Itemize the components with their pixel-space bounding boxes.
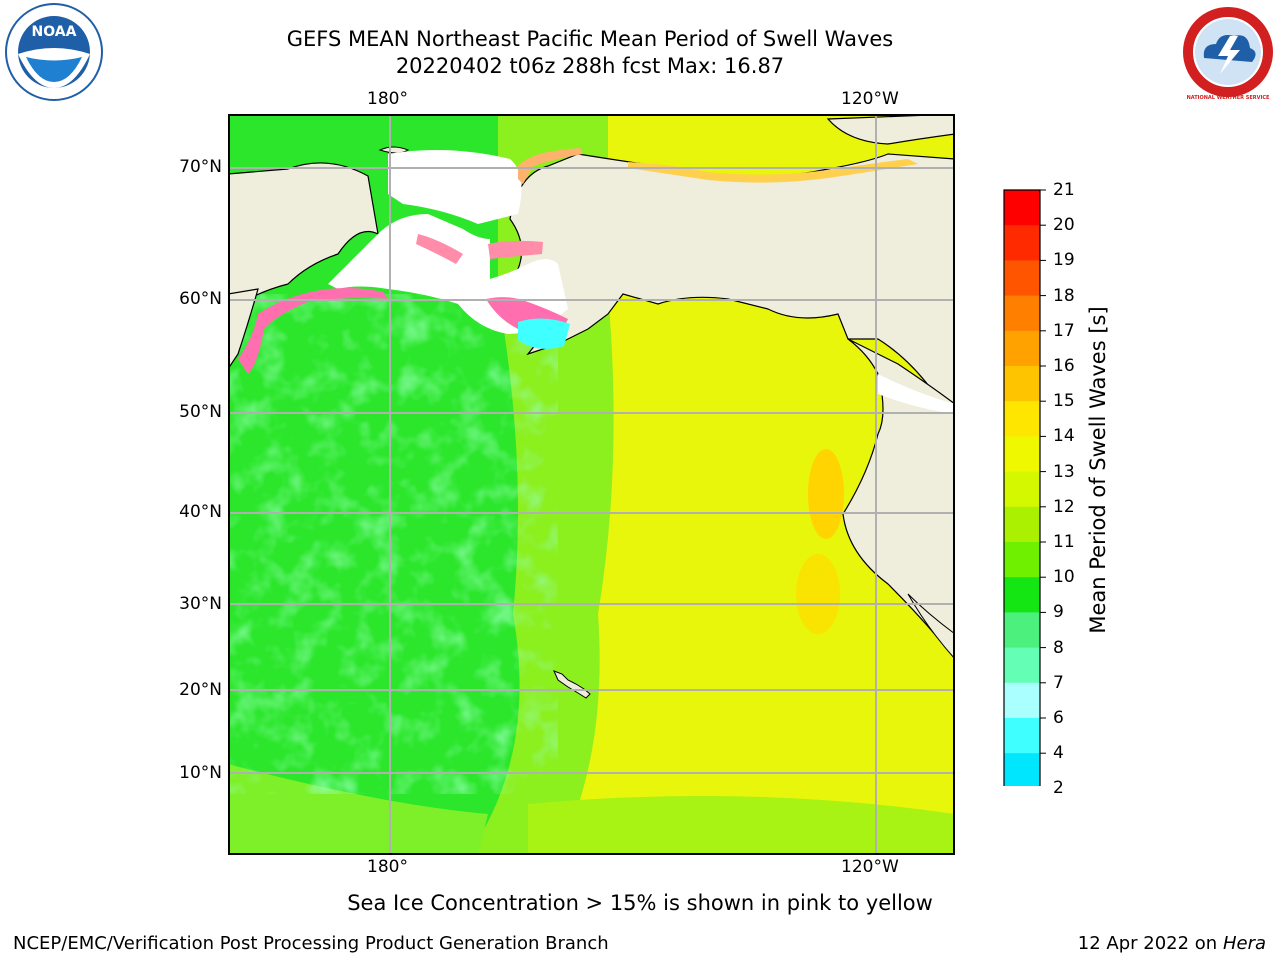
colorbar-segment (1004, 225, 1040, 261)
colorbar-segment (1004, 647, 1040, 684)
colorbar-tick-label: 17 (1053, 320, 1075, 341)
lat-label-10n: 10°N (179, 763, 222, 783)
colorbar-tick-label: 15 (1053, 391, 1075, 412)
top-lon-label-120w: 120°W (841, 89, 899, 109)
map-subtitle: 20220402 t06z 288h fcst Max: 16.87 (395, 54, 785, 78)
noaa-logo-text: NOAA (32, 24, 77, 40)
colorbar-tick-label: 10 (1053, 567, 1075, 588)
colorbar-segment (1004, 506, 1040, 543)
lat-label-40n: 40°N (179, 502, 222, 522)
land-hawaii (553, 670, 591, 699)
noaa-logo: NOAA (5, 3, 103, 101)
ocean-field-orange-patch-2 (796, 554, 840, 634)
land-arctic-islands (826, 114, 955, 145)
colorbar-segment (1004, 190, 1040, 226)
lat-label-70n: 70°N (179, 157, 222, 177)
footer-date-text: 12 Apr 2022 on (1077, 933, 1218, 954)
colorbar-tick-label: 16 (1053, 356, 1075, 376)
sea-ice-edge-norton-sound (488, 240, 543, 259)
colorbar-tick-label: 6 (1053, 708, 1064, 728)
map-title: GEFS MEAN Northeast Pacific Mean Period … (286, 27, 894, 51)
colorbar-tick-label: 12 (1053, 496, 1075, 517)
footer-branch: NCEP/EMC/Verification Post Processing Pr… (13, 933, 609, 954)
colorbar-segment (1004, 718, 1040, 754)
footer-host: Hera (1222, 933, 1266, 954)
colorbar-tick-label: 14 (1053, 426, 1075, 447)
lat-label-20n: 20°N (179, 680, 222, 700)
colorbar-segment (1004, 753, 1040, 786)
colorbar-tick-label: 18 (1053, 285, 1075, 306)
colorbar-tick-label: 7 (1053, 672, 1064, 693)
colorbar-segment (1004, 577, 1040, 613)
gulf-white (878, 374, 955, 414)
colorbar-tick-label: 4 (1053, 743, 1064, 764)
colorbar-segment (1004, 542, 1040, 578)
sea-ice-edge-anadyr (416, 234, 463, 264)
ocean-field-southeast-band (528, 796, 955, 855)
colorbar-segment (1004, 612, 1040, 649)
ocean-field-orange-patch (808, 449, 844, 539)
colorbar-segment (1004, 366, 1040, 402)
colorbar-tick-label: 20 (1053, 215, 1075, 236)
land-kamchatka (228, 288, 259, 371)
colorbar-segment (1004, 295, 1040, 332)
ocean-mottle-texture (228, 294, 558, 794)
sea-ice-edge-arctic-coast (628, 159, 918, 183)
sea-ice-cyan-patch (518, 318, 570, 349)
bottom-lon-label-180: 180° (367, 857, 408, 877)
colorbar-tick-label: 8 (1053, 637, 1064, 658)
colorbar-segment (1004, 471, 1040, 508)
colorbar-segment (1004, 330, 1040, 367)
colorbar-tick-label: 2 (1053, 778, 1064, 799)
nws-logo: NATIONAL WEATHER SERVICE (1180, 4, 1276, 101)
land-baja (907, 593, 955, 660)
wave-period-map (228, 114, 955, 855)
colorbar-tick-label: 9 (1053, 602, 1064, 623)
colorbar-segment (1004, 260, 1040, 297)
colorbar-tick-label: 21 (1053, 180, 1075, 200)
sea-ice-edge-bering (238, 288, 388, 374)
colorbar-segment (1004, 436, 1040, 473)
colorbar-tick-label: 13 (1053, 461, 1075, 482)
colorbar (1003, 189, 1046, 786)
colorbar-segment (1004, 682, 1040, 719)
lat-label-60n: 60°N (179, 289, 222, 309)
top-lon-label-180: 180° (367, 89, 408, 109)
colorbar-tick-label: 19 (1053, 250, 1075, 271)
colorbar-tick-label: 11 (1053, 532, 1075, 552)
nws-logo-text: NATIONAL WEATHER SERVICE (1187, 95, 1270, 101)
colorbar-segment (1004, 401, 1040, 437)
sea-ice-caption: Sea Ice Concentration > 15% is shown in … (347, 891, 933, 915)
colorbar-label: Mean Period of Swell Waves [s] (1086, 306, 1110, 634)
lat-label-50n: 50°N (179, 402, 222, 422)
lat-label-30n: 30°N (179, 594, 222, 614)
map-frame (228, 114, 955, 855)
gridlines (228, 114, 955, 855)
sea-ice-edge-chukchi (518, 148, 583, 184)
land-siberia (228, 162, 379, 300)
footer-date: 12 Apr 2022 on Hera (1078, 933, 1266, 954)
bottom-lon-label-120w: 120°W (841, 857, 899, 877)
